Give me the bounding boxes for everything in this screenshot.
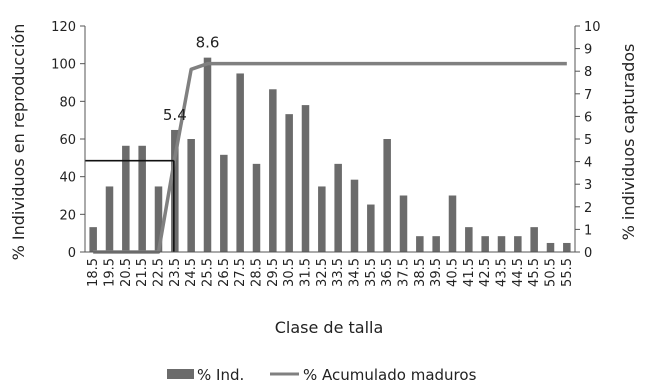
bar <box>530 227 538 252</box>
bar <box>546 242 555 252</box>
axes-group <box>80 25 580 253</box>
x-axis-title: Clase de talla <box>275 318 384 337</box>
x-tick-label: 36.5 <box>380 258 395 287</box>
y-right-tick-label: 6 <box>584 110 592 125</box>
bar <box>154 186 163 252</box>
bar <box>105 186 114 252</box>
bars-group <box>89 57 571 253</box>
y-left-tick-label: 20 <box>59 208 76 223</box>
legend-label-bars: % Ind. <box>197 366 244 384</box>
bar <box>89 227 97 252</box>
x-tick-label: 33.5 <box>331 258 346 287</box>
x-tick-label: 39.5 <box>429 258 444 287</box>
data-label: 5.4 <box>163 106 187 124</box>
bar <box>334 163 342 252</box>
left-tick-labels: 0 20 40 60 80 100 120 <box>51 20 76 261</box>
y-left-tick-label: 100 <box>51 58 76 73</box>
y-right-tick-label: 8 <box>584 65 592 80</box>
bar <box>220 154 228 252</box>
line-group <box>93 61 567 254</box>
y-right-tick-label: 7 <box>584 88 592 103</box>
x-tick-label: 18.5 <box>86 258 101 287</box>
y-right-tick-label: 3 <box>584 178 592 193</box>
y-left-tick-label: 40 <box>59 171 76 186</box>
reference-lines <box>85 159 175 252</box>
y-left-tick-label: 0 <box>68 246 76 261</box>
bar <box>497 236 506 252</box>
y-right-tick-label: 2 <box>584 201 592 216</box>
bar <box>122 145 130 252</box>
y-right-tick-label: 1 <box>584 223 592 238</box>
x-tick-labels: 18.5 19.5 20.5 21.5 22.5 23.5 24.5 25.5 26.5 27.5… <box>86 258 575 287</box>
bar <box>138 145 146 252</box>
x-tick-label: 26.5 <box>217 258 232 287</box>
bar <box>203 57 212 252</box>
bar <box>301 105 310 252</box>
x-tick-label: 24.5 <box>184 258 199 287</box>
x-tick-label: 41.5 <box>462 258 477 287</box>
x-tick-label: 28.5 <box>250 258 265 287</box>
bar <box>252 163 261 252</box>
y-right-tick-label: 4 <box>584 156 592 171</box>
bar <box>236 73 244 253</box>
x-tick-label: 42.5 <box>478 258 493 287</box>
bar <box>514 236 522 252</box>
x-tick-label: 25.5 <box>201 258 216 287</box>
y-left-tick-label: 120 <box>51 20 76 35</box>
annotations: 5.4 8.6 <box>163 34 220 124</box>
bar <box>399 195 408 252</box>
x-tick-label: 50.5 <box>544 258 559 287</box>
x-tick-label: 22.5 <box>152 258 167 287</box>
x-tick-label: 29.5 <box>266 258 281 287</box>
x-tick-label: 35.5 <box>364 258 379 287</box>
bar <box>563 242 571 252</box>
y-left-tick-label: 60 <box>59 133 76 148</box>
bar <box>465 227 473 252</box>
bar <box>481 236 489 252</box>
bar <box>285 114 293 252</box>
x-tick-label: 38.5 <box>413 258 428 287</box>
x-tick-label: 40.5 <box>446 258 461 287</box>
x-tick-label: 31.5 <box>299 258 314 287</box>
x-tick-label: 44.5 <box>511 258 526 287</box>
data-label: 8.6 <box>196 34 220 52</box>
bar <box>269 89 277 252</box>
series-line-acumulado <box>93 61 567 254</box>
x-tick-label: 23.5 <box>168 258 183 287</box>
x-tick-label: 19.5 <box>103 258 118 287</box>
x-tick-label: 30.5 <box>282 258 297 287</box>
bar <box>367 204 375 252</box>
bar <box>171 129 179 252</box>
y-left-tick-label: 80 <box>59 95 76 110</box>
bar <box>318 186 326 252</box>
x-tick-label: 27.5 <box>233 258 248 287</box>
x-tick-label: 34.5 <box>348 258 363 287</box>
legend-swatch-bars <box>167 369 194 379</box>
x-tick-label: 45.5 <box>527 258 542 287</box>
right-tick-labels: 0 1 2 3 4 5 6 7 8 9 10 <box>584 20 601 261</box>
y-right-tick-label: 5 <box>584 133 592 148</box>
x-tick-label: 55.5 <box>560 258 575 287</box>
y-right-tick-label: 10 <box>584 20 601 35</box>
legend-label-line: % Acumulado maduros <box>303 366 477 384</box>
bar <box>416 236 424 252</box>
y-axis-left-title: % Individuos en reproducción <box>9 24 28 261</box>
bar <box>432 236 440 252</box>
x-tick-label: 32.5 <box>315 258 330 287</box>
x-tick-label: 20.5 <box>119 258 134 287</box>
bar <box>448 195 457 252</box>
x-tick-label: 43.5 <box>495 258 510 287</box>
x-tick-label: 21.5 <box>135 258 150 287</box>
y-right-tick-label: 0 <box>584 246 592 261</box>
y-axis-right-title: % individuos capturados <box>619 44 638 241</box>
x-tick-label: 37.5 <box>397 258 412 287</box>
bar <box>350 179 359 252</box>
bar <box>383 139 391 252</box>
legend: % Ind. % Acumulado maduros <box>167 366 477 384</box>
bar <box>187 139 195 252</box>
y-right-tick-label: 9 <box>584 43 592 58</box>
